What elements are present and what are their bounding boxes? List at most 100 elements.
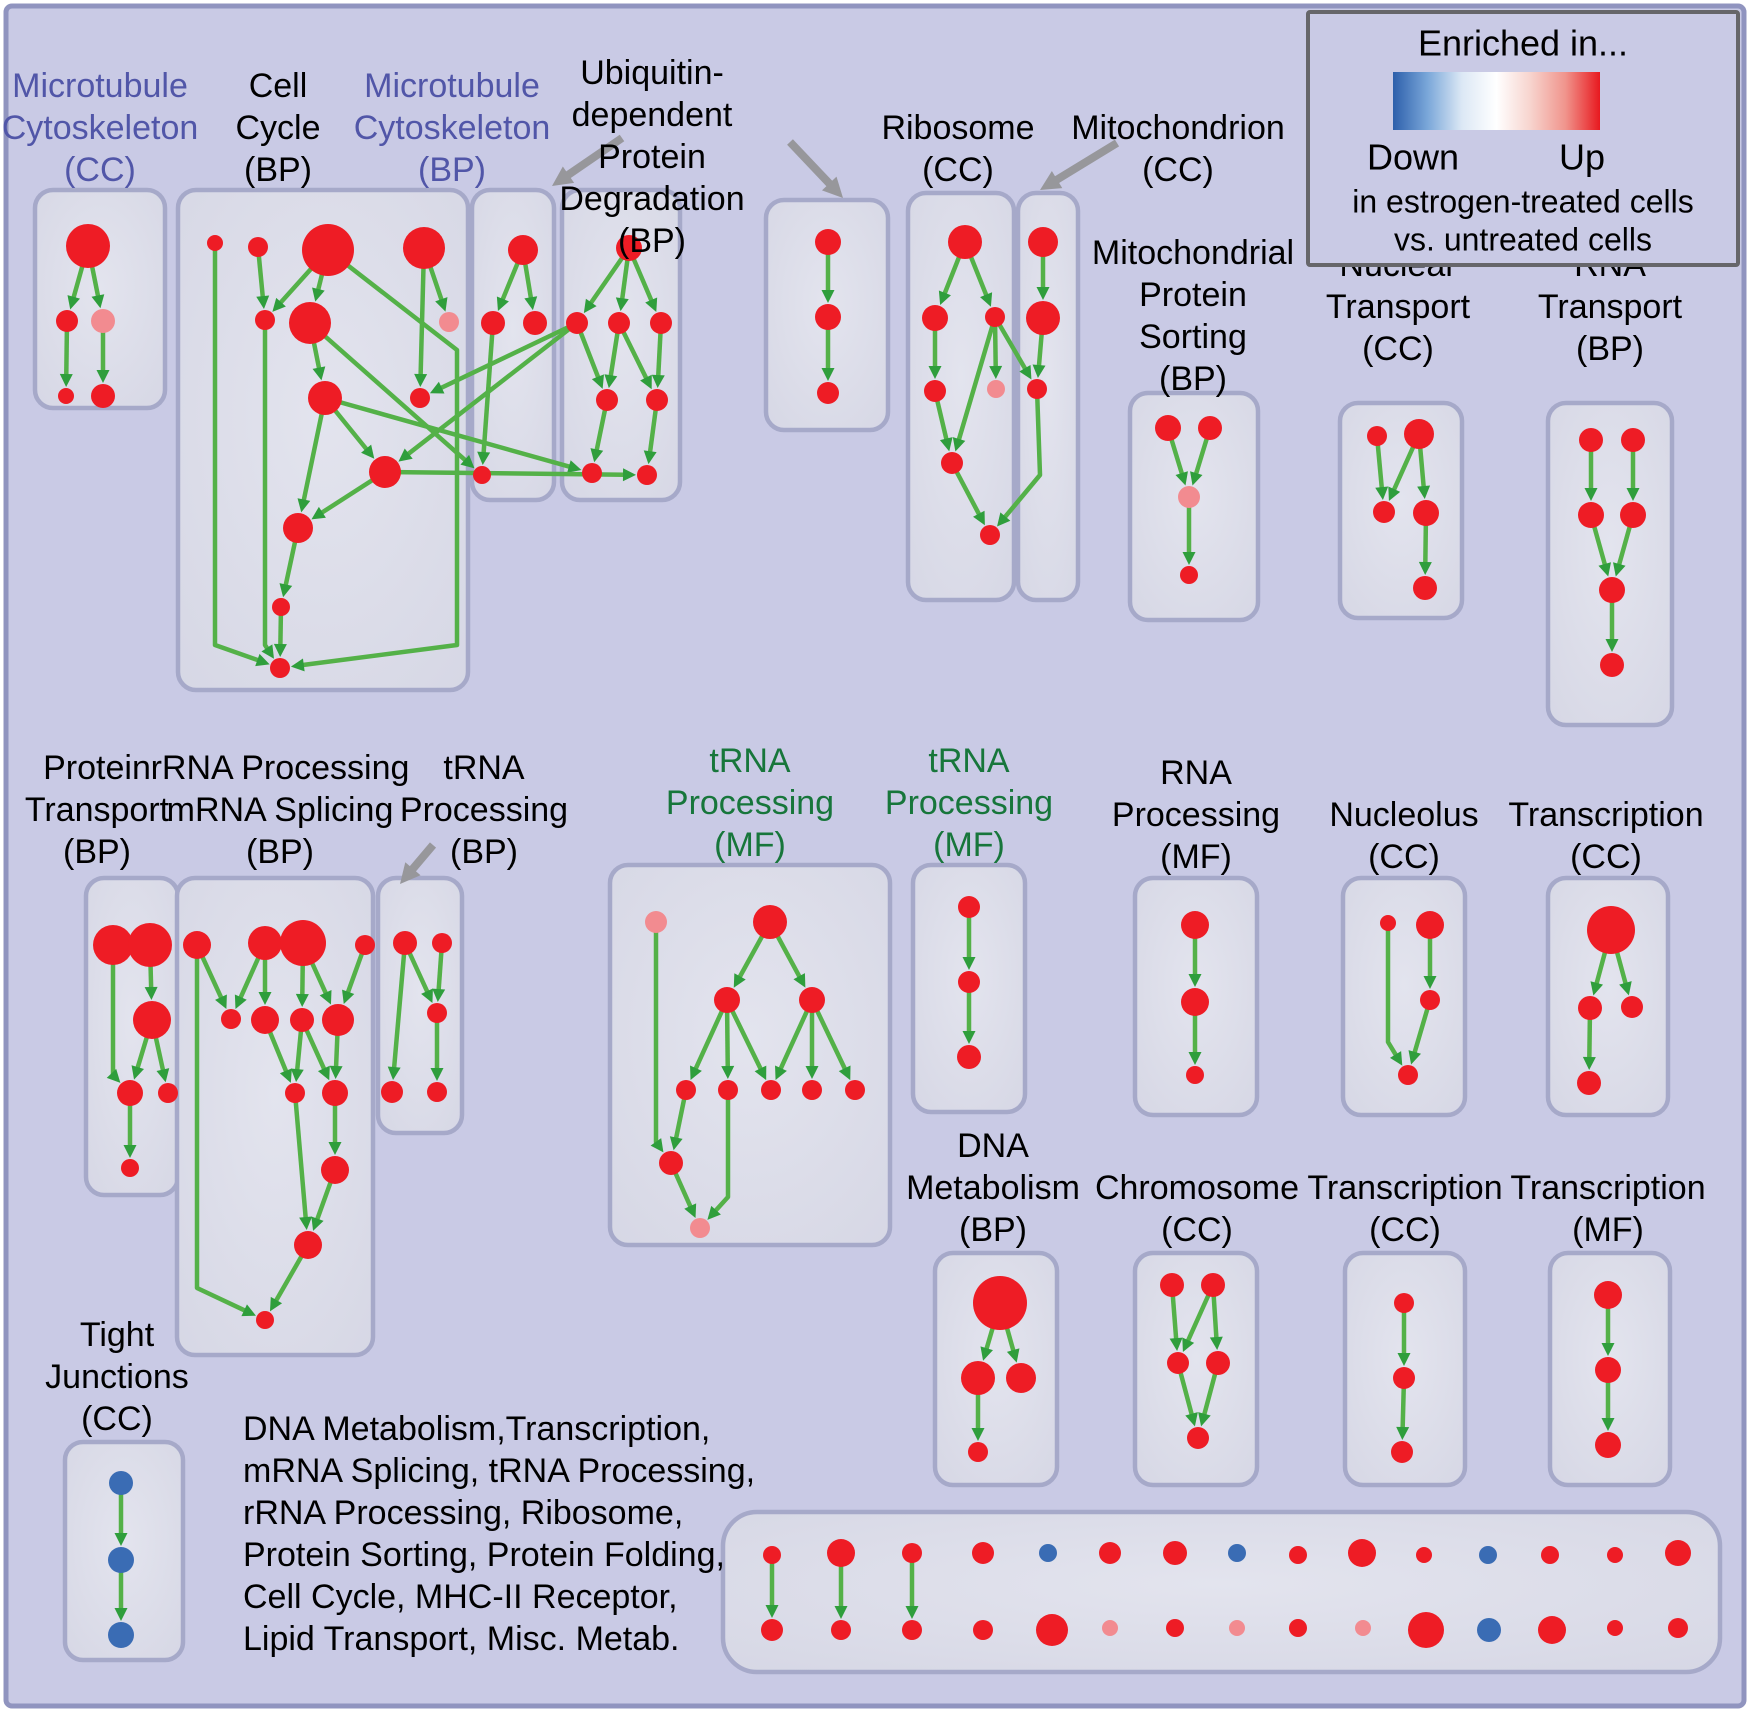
cluster-box-chromosome xyxy=(1132,1250,1260,1488)
cluster-label-line: (MF) xyxy=(1572,1211,1644,1249)
cluster-label-line: (BP) xyxy=(450,833,518,871)
edge-c1-c13 xyxy=(212,243,270,667)
go-term-node-tc1 xyxy=(1587,906,1635,954)
cluster-label-line: Processing xyxy=(885,784,1053,822)
callout-arrow-mitochondrion xyxy=(1040,139,1120,190)
go-term-node-n1 xyxy=(1367,426,1387,446)
go-term-node-a5 xyxy=(1039,1544,1057,1562)
cluster-label-line: Microtubule xyxy=(364,67,540,105)
cluster-label-ribosome-cc: Ribosome (CC) xyxy=(881,109,1034,189)
go-term-node-g9 xyxy=(285,1083,305,1103)
legend-title: Enriched in... xyxy=(1418,23,1628,64)
go-term-node-a2 xyxy=(827,1539,855,1567)
cluster-label-line: Cell xyxy=(249,67,308,105)
misc-text-line: DNA Metabolism,Transcription, xyxy=(243,1410,710,1448)
go-term-node-m5 xyxy=(91,384,115,408)
go-term-node-bb10 xyxy=(1355,1620,1371,1636)
go-term-node-b2 xyxy=(108,1547,134,1573)
go-term-node-p3 xyxy=(1578,502,1604,528)
go-term-node-g3 xyxy=(280,920,326,966)
go-term-node-q3 xyxy=(1027,379,1047,399)
go-term-node-c11 xyxy=(283,513,313,543)
go-term-node-g10 xyxy=(322,1080,348,1106)
go-term-node-g8 xyxy=(322,1004,354,1036)
edge-c5-c13 xyxy=(261,320,274,659)
go-term-node-v1 xyxy=(815,229,841,255)
go-term-node-d4 xyxy=(968,1442,988,1462)
go-term-node-w5 xyxy=(676,1080,696,1100)
go-term-node-t1 xyxy=(508,235,538,265)
go-term-node-d3 xyxy=(1006,1363,1036,1393)
cluster-label-transcription-cc-2: Transcription (CC) xyxy=(1307,1169,1502,1249)
cluster-label-line: tRNA xyxy=(443,749,525,787)
legend-caption-line2: vs. untreated cells xyxy=(1394,221,1652,257)
cluster-label-line: Cytoskeleton xyxy=(354,109,551,147)
edge-w3-w7 xyxy=(724,999,767,1081)
cluster-label-tight-junctions-cc: Tight Junctions (CC) xyxy=(45,1316,189,1438)
edge-g9-g12 xyxy=(292,1092,313,1231)
cluster-label-trna-processing-mf-1: tRNA Processing (MF) xyxy=(666,742,834,864)
cluster-label-line: (BP) xyxy=(418,151,486,189)
callout-arrow-ubiq-left xyxy=(552,134,625,186)
cluster-label-line: RNA xyxy=(1160,754,1232,792)
go-term-node-tc3 xyxy=(1621,996,1643,1018)
cluster-label-line: (BP) xyxy=(618,222,686,260)
go-term-node-j2 xyxy=(1393,1367,1415,1389)
go-term-node-bb1 xyxy=(761,1619,783,1641)
cluster-label-transcription-mf: Transcription (MF) xyxy=(1510,1169,1705,1249)
go-term-node-z2 xyxy=(1181,988,1209,1016)
cluster-label-microtubule-cytoskeleton-bp: Microtubule Cytoskeleton (BP) xyxy=(354,67,551,189)
go-term-node-w7 xyxy=(761,1080,781,1100)
edge-r3-q3 xyxy=(993,315,1032,380)
edge-t2-t4 xyxy=(477,322,496,466)
go-term-node-c4 xyxy=(403,227,445,269)
go-term-node-h1 xyxy=(393,931,417,955)
cluster-box-trans_cc xyxy=(1545,875,1671,1118)
go-term-node-o2 xyxy=(1416,911,1444,939)
go-term-node-r6 xyxy=(941,452,963,474)
cluster-label-dna-metabolism-bp: DNA Metabolism (BP) xyxy=(906,1127,1080,1249)
go-term-node-ul1 xyxy=(596,389,618,411)
go-term-node-w6 xyxy=(718,1080,738,1100)
go-term-node-c2 xyxy=(248,237,268,257)
go-term-node-um2 xyxy=(608,312,630,334)
go-term-node-n2 xyxy=(1404,419,1434,449)
cluster-label-line: (CC) xyxy=(1161,1211,1233,1249)
cluster-label-line: Transcription xyxy=(1508,796,1703,834)
cluster-label-line: (BP) xyxy=(246,833,314,871)
go-term-node-m3 xyxy=(91,309,115,333)
edge-q3-r7 xyxy=(997,388,1043,527)
cluster-label-line: rRNA Processing xyxy=(151,749,410,787)
cluster-label-line: (CC) xyxy=(81,1400,153,1438)
cluster-label-line: (MF) xyxy=(933,826,1005,864)
cluster-label-line: Protein xyxy=(43,749,151,787)
go-term-node-q1 xyxy=(1028,227,1058,257)
go-term-node-s4 xyxy=(1180,566,1198,584)
cluster-label-line: DNA xyxy=(957,1127,1029,1165)
cluster-label-line: Protein xyxy=(598,138,706,176)
go-term-node-bb3 xyxy=(902,1620,922,1640)
legend-gradient-bar xyxy=(1393,72,1600,130)
go-term-node-c12 xyxy=(272,598,290,616)
go-term-node-a14 xyxy=(1607,1547,1623,1563)
cluster-box-nuc_trans xyxy=(1337,400,1465,621)
cluster-label-line: Metabolism xyxy=(906,1169,1080,1207)
edge-c4-c9 xyxy=(414,247,428,388)
go-term-node-g2 xyxy=(248,926,282,960)
edge-g1-g13 xyxy=(194,945,256,1317)
go-term-node-b1 xyxy=(109,1471,133,1495)
go-term-node-a1 xyxy=(763,1546,781,1564)
go-term-node-bb14 xyxy=(1607,1620,1623,1636)
go-term-node-bb8 xyxy=(1229,1620,1245,1636)
cluster-label-mitochondrion-cc: Mitochondrion (CC) xyxy=(1071,109,1285,189)
go-term-node-pt6 xyxy=(121,1159,139,1177)
go-term-node-a13 xyxy=(1541,1546,1559,1564)
go-term-node-w8 xyxy=(802,1080,822,1100)
cluster-label-line: (CC) xyxy=(1369,1211,1441,1249)
cluster-label-line: Mitochondrion xyxy=(1071,109,1285,147)
go-term-node-n3 xyxy=(1373,501,1395,523)
go-term-node-r1 xyxy=(948,225,982,259)
go-term-node-w1 xyxy=(645,911,667,933)
go-term-node-bb12 xyxy=(1477,1618,1501,1642)
